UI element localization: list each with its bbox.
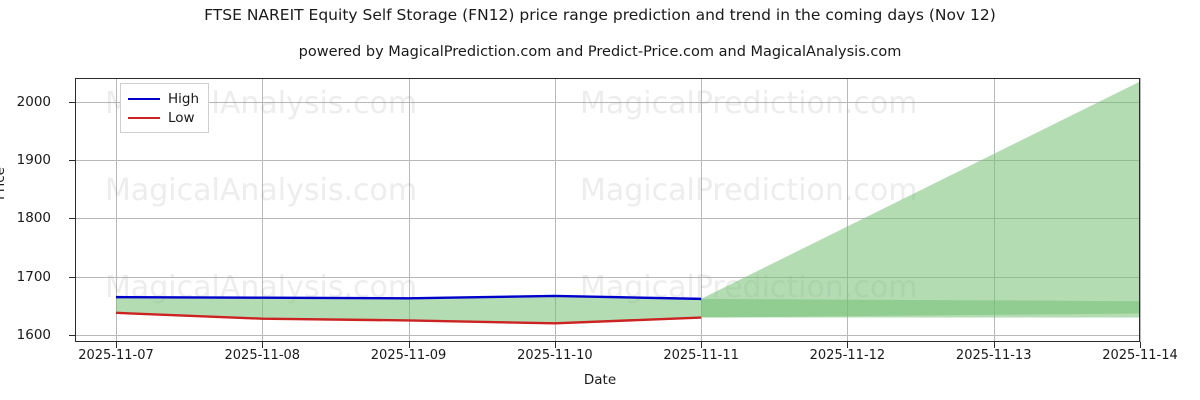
gridline-horizontal <box>75 218 1140 220</box>
chart-title: FTSE NAREIT Equity Self Storage (FN12) p… <box>204 6 996 24</box>
chart-subtitle: powered by MagicalPrediction.com and Pre… <box>298 44 902 60</box>
y-tick-label: 1700 <box>16 268 51 285</box>
gridline-vertical <box>408 78 410 342</box>
y-tick-mark <box>69 101 75 103</box>
x-tick-mark <box>554 342 556 348</box>
gridline-horizontal <box>75 276 1140 278</box>
legend-label-high: High <box>168 90 200 107</box>
x-tick-mark <box>993 342 995 348</box>
legend-line-high-icon <box>128 97 160 100</box>
y-tick-label: 1600 <box>16 327 51 343</box>
plot-area: MagicalAnalysis.com MagicalPrediction.com… <box>75 78 1141 342</box>
gridline-horizontal <box>75 160 1140 162</box>
y-tick-label: 1800 <box>16 210 51 227</box>
x-tick-label: 2025-11-11 <box>663 348 739 363</box>
y-tick-label: 1900 <box>16 152 51 169</box>
gridline-vertical <box>847 78 849 342</box>
historical-range-band <box>116 295 702 324</box>
gridline-vertical <box>1140 78 1141 342</box>
x-tick-mark <box>408 342 410 348</box>
legend-item-low[interactable]: Low <box>128 108 199 127</box>
x-tick-label: 2025-11-12 <box>809 348 886 363</box>
gridline-vertical <box>554 78 556 342</box>
x-tick-mark <box>847 342 849 348</box>
legend-item-high[interactable]: High <box>128 89 199 108</box>
gridline-vertical <box>116 78 117 342</box>
series-line-high <box>115 294 702 301</box>
chart-legend: High Low <box>120 83 210 133</box>
legend-line-low-icon <box>128 116 160 119</box>
x-tick-label: 2025-11-09 <box>370 348 447 363</box>
legend-label-low: Low <box>168 109 195 126</box>
gridline-vertical <box>701 78 703 342</box>
x-axis-title: Date <box>583 372 617 388</box>
series-line-low <box>115 311 702 325</box>
gridline-horizontal <box>75 335 1140 336</box>
y-tick-mark <box>69 160 75 162</box>
forecast-cone-outer <box>701 81 1140 318</box>
x-tick-mark <box>1140 342 1141 348</box>
y-axis-title: Price <box>0 167 8 200</box>
y-tick-mark <box>69 218 75 220</box>
y-tick-mark <box>69 276 75 278</box>
x-tick-mark <box>701 342 703 348</box>
forecast-cone-inner <box>701 298 1140 318</box>
x-tick-label: 2025-11-08 <box>224 348 301 363</box>
y-tick-label: 2000 <box>16 93 51 110</box>
gridline-horizontal <box>75 101 1140 103</box>
x-tick-label: 2025-11-14 <box>1102 348 1178 363</box>
x-tick-label: 2025-11-13 <box>955 348 1032 363</box>
series-layer <box>115 294 702 325</box>
band-layer <box>116 81 1140 324</box>
x-tick-label: 2025-11-07 <box>78 348 154 363</box>
gridline-vertical <box>262 78 264 342</box>
x-tick-label: 2025-11-10 <box>517 348 593 363</box>
y-tick-mark <box>69 335 75 336</box>
x-tick-mark <box>116 342 117 348</box>
x-tick-mark <box>262 342 264 348</box>
